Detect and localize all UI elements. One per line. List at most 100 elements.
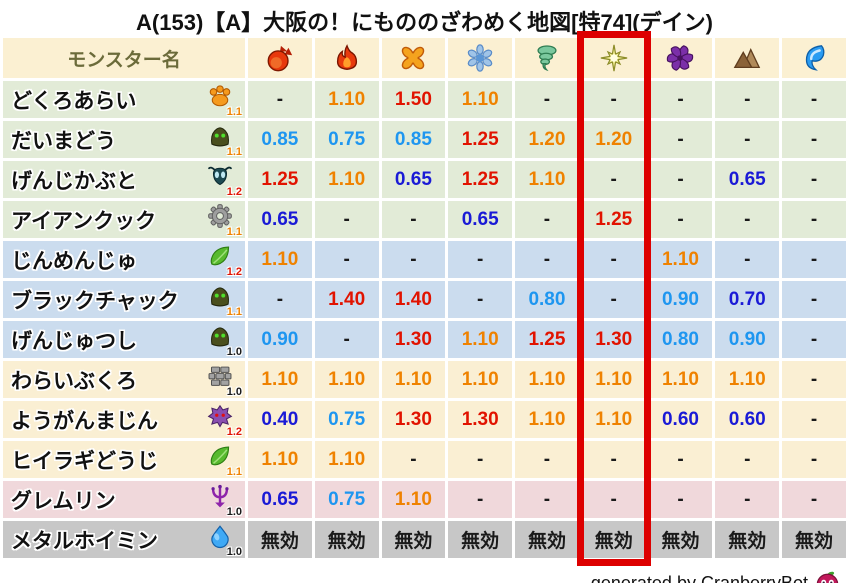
resistance-value: - (715, 241, 780, 278)
resistance-value: 0.40 (248, 401, 312, 438)
resistance-value: 無効 (314, 521, 379, 558)
resistance-value: 1.10 (314, 161, 379, 198)
table-row: げんじゅつし 1.0 0.90-1.30 1.10 1.25 1.30 0.80 0.90… (3, 321, 846, 358)
resistance-value: - (448, 281, 513, 318)
resistance-value: 1.10 (448, 361, 513, 398)
table-row: げんじかぶと 1.2 1.25 1.10 0.65 1.25 1.10- -0.65- (3, 161, 846, 198)
resistance-value: - (515, 201, 579, 238)
resistance-value: 1.10 (515, 401, 579, 438)
resistance-value: 1.10 (448, 81, 513, 118)
footer: generated by CranberryBot (0, 570, 849, 583)
scale-badge: 1.1 (226, 146, 242, 158)
monster-name: だいまどう (11, 129, 116, 153)
dein-star-icon (599, 43, 629, 73)
resistance-value: - (448, 441, 513, 478)
io-burst-icon (398, 43, 428, 73)
monster-name-cell: グレムリン 1.0 (3, 481, 245, 518)
resistance-value: - (248, 81, 312, 118)
resistance-value: - (314, 201, 379, 238)
family-icon-wrap: 1.0 (207, 323, 242, 358)
resistance-value: 0.75 (314, 401, 379, 438)
monster-name: どくろあらい (11, 89, 137, 113)
resistance-value: - (314, 321, 379, 358)
resistance-value: 1.10 (314, 441, 379, 478)
family-icon-wrap: 1.2 (207, 243, 242, 278)
monster-name-cell: アイアンクック 1.1 (3, 201, 245, 238)
family-icon-wrap: 1.2 (207, 403, 242, 438)
monster-name-cell: だいまどう 1.1 (3, 121, 245, 158)
scale-badge: 1.2 (226, 426, 242, 438)
wave-icon (799, 43, 829, 73)
resistance-value: 1.50 (381, 81, 446, 118)
resistance-value: 1.10 (248, 361, 312, 398)
resistance-value: 1.25 (448, 161, 513, 198)
element-header-fireball-icon (248, 38, 312, 78)
resistance-value: 1.10 (581, 361, 646, 398)
resistance-value: 無効 (248, 521, 312, 558)
resistance-value: 0.80 (648, 321, 713, 358)
resistance-value: - (515, 441, 579, 478)
table-row: ようがんまじん 1.2 0.40 0.75 1.30 1.30 1.10 1.10 0.60… (3, 401, 846, 438)
resistance-value: - (515, 241, 579, 278)
resistance-value: - (248, 281, 312, 318)
resistance-value: 0.65 (381, 161, 446, 198)
resistance-value: - (448, 241, 513, 278)
table-row: わらいぶくろ 1.0 1.10 1.10 1.10 1.10 1.10 1.10 1.10 1… (3, 361, 846, 398)
resistance-value: - (715, 81, 780, 118)
resistance-value: 1.20 (515, 121, 579, 158)
element-header-dein-star-icon (581, 38, 646, 78)
resistance-value: 1.30 (381, 321, 446, 358)
monster-name-cell: メタルホイミン 1.0 (3, 521, 245, 558)
monster-name: わらいぶくろ (11, 369, 137, 393)
resistance-value: 1.30 (448, 401, 513, 438)
resistance-value: - (581, 281, 646, 318)
monster-name: ブラックチャック (11, 289, 179, 313)
resistance-value: - (381, 201, 446, 238)
resistance-value: - (381, 441, 446, 478)
table-row: どくろあらい 1.1 -1.10 1.50 1.10- - - - - (3, 81, 846, 118)
resistance-value: 1.40 (381, 281, 446, 318)
snowflake-icon (465, 43, 495, 73)
scale-badge: 1.0 (226, 506, 242, 518)
monster-name-cell: げんじかぶと 1.2 (3, 161, 245, 198)
table-row: ブラックチャック 1.1 -1.40 1.40-0.80-0.90 0.70- (3, 281, 846, 318)
resistance-value: 1.25 (515, 321, 579, 358)
family-icon-wrap: 1.1 (207, 203, 242, 238)
family-icon-wrap: 1.0 (207, 363, 242, 398)
element-header-dark-pinwheel-icon (648, 38, 713, 78)
scale-badge: 1.0 (226, 546, 242, 558)
resistance-value: 無効 (448, 521, 513, 558)
resistance-value: - (782, 281, 846, 318)
monster-name-header: モンスター名 (3, 38, 245, 78)
resistance-value: 無効 (648, 521, 713, 558)
resistance-value: 1.25 (448, 121, 513, 158)
resistance-value: - (515, 481, 579, 518)
resistance-value: 1.10 (448, 321, 513, 358)
scale-badge: 1.2 (226, 186, 242, 198)
element-header-earth-icon (715, 38, 780, 78)
resistance-value: 0.75 (314, 481, 379, 518)
resistance-value: - (782, 81, 846, 118)
scale-badge: 1.0 (226, 346, 242, 358)
resistance-value: - (782, 441, 846, 478)
monster-name: ようがんまじん (11, 409, 158, 433)
monster-name: アイアンクック (11, 209, 157, 233)
monster-name-cell: どくろあらい 1.1 (3, 81, 245, 118)
resistance-value: 0.65 (715, 161, 780, 198)
family-icon-wrap: 1.1 (207, 283, 242, 318)
resistance-value: 0.60 (715, 401, 780, 438)
monster-name-cell: わらいぶくろ 1.0 (3, 361, 245, 398)
resistance-value: 0.60 (648, 401, 713, 438)
resistance-value: 1.10 (314, 361, 379, 398)
scale-badge: 1.0 (226, 386, 242, 398)
resistance-value: 無効 (381, 521, 446, 558)
resistance-value: 0.90 (248, 321, 312, 358)
flame-icon (332, 43, 362, 73)
resistance-value: - (648, 161, 713, 198)
resistance-value: - (782, 401, 846, 438)
resistance-value: - (648, 481, 713, 518)
earth-icon (732, 43, 762, 73)
family-icon-wrap: 1.1 (207, 123, 242, 158)
resistance-value: - (715, 441, 780, 478)
